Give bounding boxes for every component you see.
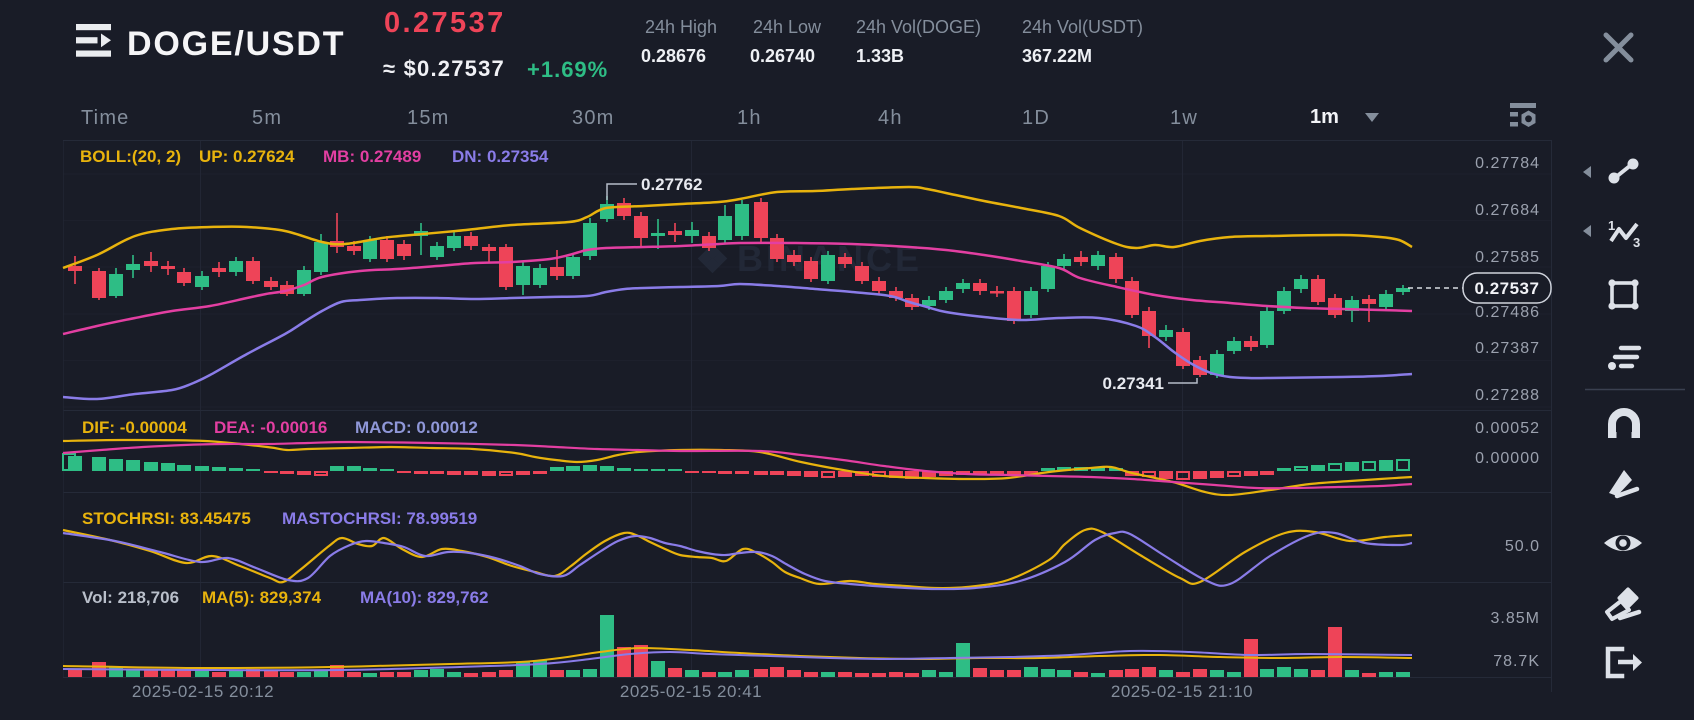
svg-text:0.27341: 0.27341 — [1103, 374, 1164, 393]
svg-text:3: 3 — [1633, 235, 1640, 250]
svg-text:0.00052: 0.00052 — [1475, 420, 1540, 437]
svg-text:MACD: 0.00012: MACD: 0.00012 — [355, 418, 478, 437]
svg-text:0.27387: 0.27387 — [1475, 340, 1540, 357]
svg-text:DEA: -0.00016: DEA: -0.00016 — [214, 418, 327, 437]
svg-text:2025-02-15 21:10: 2025-02-15 21:10 — [1111, 682, 1253, 701]
svg-text:0.00000: 0.00000 — [1475, 450, 1540, 467]
svg-text:DN: 0.27354: DN: 0.27354 — [452, 147, 549, 166]
svg-text:0.27537: 0.27537 — [1475, 279, 1540, 298]
svg-text:BOLL:(20, 2): BOLL:(20, 2) — [80, 147, 181, 166]
svg-text:MB: 0.27489: MB: 0.27489 — [323, 147, 421, 166]
svg-text:3.85M: 3.85M — [1491, 610, 1540, 627]
svg-text:0.27486: 0.27486 — [1475, 304, 1540, 321]
svg-text:78.7K: 78.7K — [1493, 653, 1540, 670]
svg-text:2025-02-15 20:12: 2025-02-15 20:12 — [132, 682, 274, 701]
svg-text:0.27784: 0.27784 — [1475, 155, 1540, 172]
svg-text:UP: 0.27624: UP: 0.27624 — [199, 147, 295, 166]
svg-text:DIF: -0.00004: DIF: -0.00004 — [82, 418, 187, 437]
svg-text:0.27762: 0.27762 — [641, 175, 702, 194]
svg-text:STOCHRSI: 83.45475: STOCHRSI: 83.45475 — [82, 509, 251, 528]
svg-text:0.27288: 0.27288 — [1475, 387, 1540, 404]
svg-text:2025-02-15 20:41: 2025-02-15 20:41 — [620, 682, 762, 701]
svg-text:MA(10): 829,762: MA(10): 829,762 — [360, 588, 489, 607]
svg-text:50.0: 50.0 — [1505, 538, 1540, 555]
svg-text:1: 1 — [1608, 218, 1615, 233]
svg-text:0.27684: 0.27684 — [1475, 202, 1540, 219]
svg-text:Vol: 218,706: Vol: 218,706 — [82, 588, 179, 607]
svg-text:MA(5): 829,374: MA(5): 829,374 — [202, 588, 322, 607]
svg-text:MASTOCHRSI: 78.99519: MASTOCHRSI: 78.99519 — [282, 509, 477, 528]
svg-text:0.27585: 0.27585 — [1475, 249, 1540, 266]
